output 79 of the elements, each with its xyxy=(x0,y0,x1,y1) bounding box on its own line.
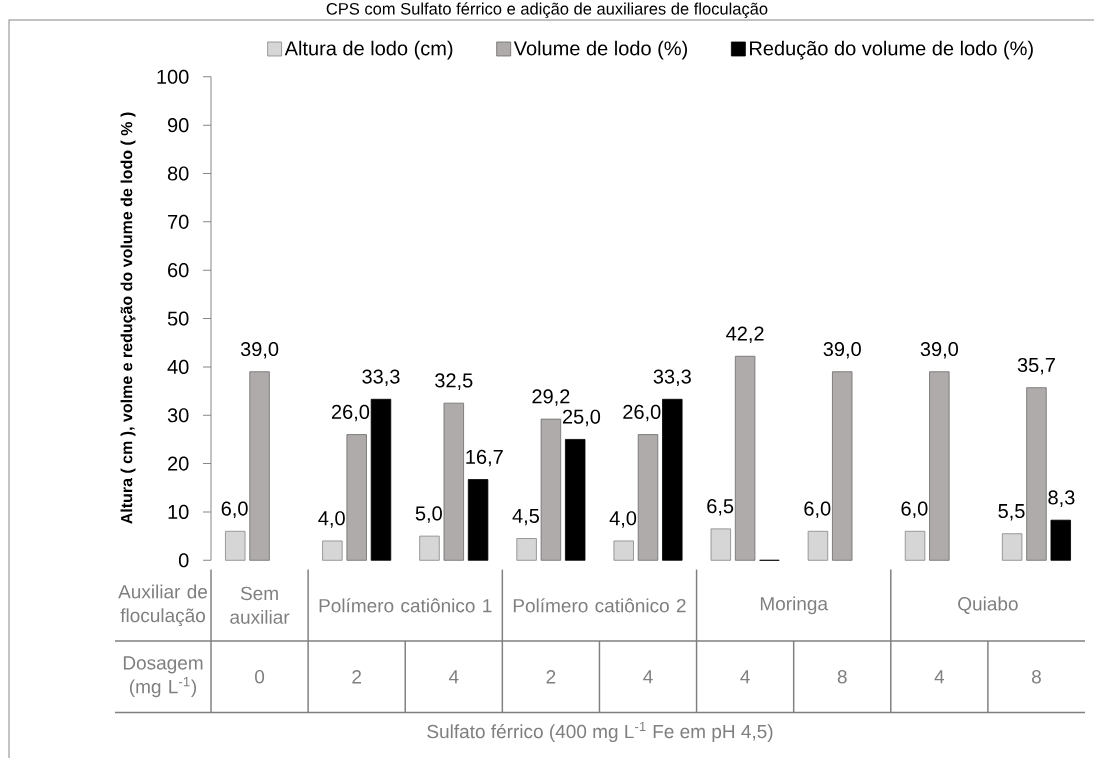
data-label: 26,0 xyxy=(623,404,661,422)
bar xyxy=(540,418,562,561)
legend-label: Altura de lodo (cm) xyxy=(284,40,453,60)
bar xyxy=(370,398,392,561)
text: Moringa xyxy=(760,596,828,615)
x-tick-label: 4 xyxy=(934,670,945,684)
x-tick-label: 2 xyxy=(352,670,362,684)
bar xyxy=(467,479,489,561)
data-label: 5,5 xyxy=(998,504,1025,521)
y-tick-label: 20 xyxy=(168,456,189,471)
data-label: 16,7 xyxy=(466,449,503,467)
x-tick-label: 2 xyxy=(546,670,556,684)
data-label: 6,5 xyxy=(707,499,734,516)
data-label: 32,5 xyxy=(435,373,473,390)
x-axis-title: Sulfato férrico (400 mg L$^{-1}$ Fe em pH 4,5) xyxy=(427,721,773,743)
bar xyxy=(710,528,732,561)
data-label: 8,3 xyxy=(1048,490,1075,507)
data-label: 6,0 xyxy=(901,501,928,519)
y-tick-label: 80 xyxy=(167,166,189,181)
bar xyxy=(516,538,537,561)
y-tick-label: 50 xyxy=(167,311,189,326)
bar xyxy=(929,371,950,561)
y-tick-label: 90 xyxy=(167,118,189,133)
legend-label: Redução do volume de lodo (%) xyxy=(750,40,1033,60)
text: Polímero catiônico 1 xyxy=(319,598,492,613)
y-tick-label: 70 xyxy=(168,214,189,229)
data-label: 4,5 xyxy=(512,508,539,526)
bar xyxy=(734,355,756,561)
data-label: 35,7 xyxy=(1017,357,1055,375)
y-tick-label: 100 xyxy=(157,69,189,84)
bar xyxy=(1001,533,1023,561)
x-tick-label: 4 xyxy=(448,670,459,684)
bar xyxy=(832,371,853,561)
data-label: 29,2 xyxy=(532,389,570,406)
data-label: 4,0 xyxy=(609,511,637,528)
text: Auxiliar de floculação xyxy=(118,584,208,627)
data-label: 33,3 xyxy=(362,369,400,387)
data-label: 26,0 xyxy=(331,404,370,422)
text: Sem auxiliar xyxy=(230,586,290,624)
bar xyxy=(249,371,270,561)
y-tick-label: 0 xyxy=(178,553,189,568)
data-label: 25,0 xyxy=(562,409,601,427)
text: Quiabo xyxy=(958,596,1018,614)
y-tick-label: 40 xyxy=(167,359,189,374)
y-tick-label: 10 xyxy=(168,504,189,520)
data-label: 6,0 xyxy=(221,501,248,519)
bar xyxy=(807,530,829,561)
data-label: 42,2 xyxy=(726,326,764,343)
data-label: 39,0 xyxy=(823,341,861,359)
legend-label: Volume de lodo (%) xyxy=(513,40,688,60)
bar xyxy=(613,540,634,561)
x-tick-label: 4 xyxy=(740,670,750,684)
text: Dosagem (mg L$^{-1}$) xyxy=(123,656,203,698)
data-label: 5,0 xyxy=(415,506,442,523)
bar xyxy=(443,402,464,561)
x-tick-label: 8 xyxy=(837,670,847,684)
data-label: 39,0 xyxy=(240,341,279,359)
bar xyxy=(565,439,586,561)
bar xyxy=(225,530,246,561)
data-label: 39,0 xyxy=(920,341,959,359)
bar xyxy=(1050,519,1071,561)
chart-title: CPS com Sulfato férrico e adição de auxiliares de floculação xyxy=(326,2,768,18)
bar xyxy=(346,434,367,561)
y-tick-label: 30 xyxy=(167,408,189,423)
bar xyxy=(662,398,683,561)
bar xyxy=(904,530,926,561)
x-tick-label: 0 xyxy=(255,670,265,684)
x-tick-label: 8 xyxy=(1032,670,1041,684)
y-axis-title: Altura ( cm ), volme e redução do volume de lodo ( % ) xyxy=(120,112,136,524)
bar xyxy=(322,540,343,561)
bar xyxy=(419,535,440,561)
text: Polímero catiônico 2 xyxy=(513,598,686,613)
data-label: 4,0 xyxy=(318,511,345,528)
x-tick-label: 4 xyxy=(643,670,653,684)
bar xyxy=(1026,387,1047,561)
data-label: 33,3 xyxy=(653,369,691,387)
y-tick-label: 60 xyxy=(168,263,189,278)
data-label: 6,0 xyxy=(804,501,831,519)
bar xyxy=(637,434,659,561)
